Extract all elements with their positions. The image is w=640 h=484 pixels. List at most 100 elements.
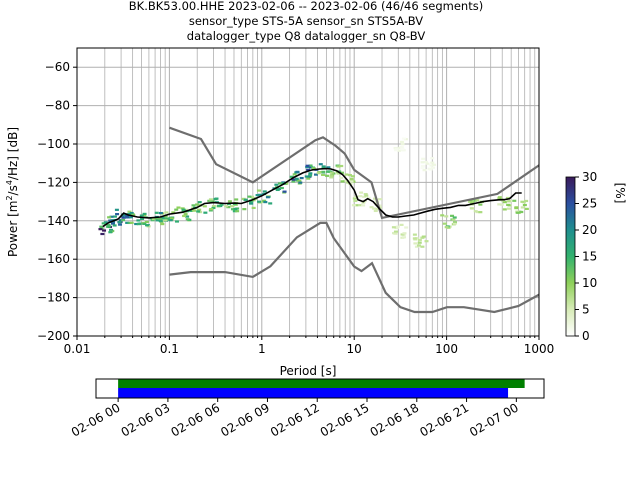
- density-cell: [393, 230, 398, 233]
- density-cell: [154, 211, 159, 214]
- coverage-tick-label: 02-06 18: [368, 400, 422, 439]
- density-cell: [329, 171, 334, 174]
- density-cell: [211, 205, 216, 208]
- density-cell: [197, 208, 202, 211]
- density-cell: [375, 207, 380, 210]
- density-cell: [366, 196, 371, 200]
- coverage-tick-label: 02-06 12: [268, 400, 322, 439]
- y-axis-ticks: −200 −180 −160 −140 −120 −100 −80 −60: [37, 60, 77, 343]
- density-cell: [160, 222, 165, 226]
- density-cell: [395, 225, 400, 228]
- density-cell: [423, 160, 428, 164]
- density-cell: [118, 223, 123, 226]
- density-cell: [306, 177, 311, 180]
- density-cell: [112, 224, 117, 227]
- density-cell: [420, 236, 425, 239]
- coverage-tick-label: 02-06 09: [218, 400, 272, 439]
- density-cell: [327, 170, 332, 173]
- density-cell: [340, 180, 345, 183]
- density-cell: [473, 210, 478, 213]
- density-cell: [203, 211, 208, 214]
- density-cell: [358, 195, 363, 198]
- density-cell: [306, 168, 311, 171]
- y-axis-label: Power [m2/s4/Hz] [dB]: [5, 127, 20, 257]
- density-cell: [469, 207, 474, 210]
- density-cell: [125, 221, 130, 224]
- density-cell: [349, 177, 354, 181]
- density-cell: [329, 176, 334, 179]
- density-cell: [249, 200, 254, 203]
- density-cell: [430, 161, 435, 164]
- density-cell: [232, 210, 237, 213]
- density-cell: [196, 210, 201, 213]
- density-cell: [354, 204, 359, 207]
- colorbar-tick-label: 0: [582, 329, 590, 343]
- density-cell: [249, 202, 254, 205]
- density-cell: [121, 216, 126, 219]
- title-line-2: sensor_type STS-5A sensor_sn STS5A-BV: [189, 14, 423, 28]
- y-tick-label: −80: [45, 99, 70, 113]
- colorbar-tick-label: 5: [582, 303, 590, 317]
- density-cell: [512, 199, 517, 202]
- density-cell: [142, 212, 147, 216]
- density-cell: [163, 215, 168, 218]
- density-cell: [163, 219, 168, 222]
- density-cell: [233, 207, 238, 211]
- density-cell: [325, 174, 330, 177]
- density-cell: [185, 218, 190, 221]
- density-cell: [127, 212, 132, 216]
- density-cell: [352, 197, 357, 200]
- density-cell: [127, 210, 132, 213]
- density-cell: [289, 175, 294, 178]
- density-cell: [161, 217, 166, 220]
- density-cell: [107, 216, 112, 219]
- density-cell: [308, 174, 313, 177]
- density-cell: [291, 180, 296, 183]
- density-cell: [514, 207, 519, 210]
- density-cell: [155, 219, 160, 222]
- density-cell: [208, 198, 213, 201]
- density-cell: [243, 198, 248, 201]
- density-cell: [140, 217, 145, 220]
- density-cell: [442, 222, 447, 225]
- density-cell: [262, 199, 267, 202]
- density-cell: [359, 191, 364, 194]
- density-cell: [208, 209, 213, 212]
- density-cell: [158, 217, 163, 220]
- density-cell: [164, 211, 169, 214]
- density-cell: [256, 189, 261, 192]
- density-cell: [275, 188, 280, 192]
- density-cell: [520, 206, 525, 209]
- density-cell: [412, 237, 417, 240]
- density-cell: [268, 202, 273, 205]
- density-cell: [358, 204, 363, 207]
- density-cell: [109, 215, 114, 218]
- density-cell: [131, 213, 136, 217]
- density-cell: [284, 182, 289, 185]
- density-cell: [298, 181, 303, 184]
- density-cell: [109, 228, 114, 232]
- density-cell: [226, 206, 231, 209]
- density-cell: [450, 214, 455, 217]
- density-cell: [207, 199, 212, 202]
- density-cell: [499, 203, 504, 206]
- density-cell: [326, 166, 331, 169]
- density-cell: [412, 233, 417, 236]
- density-cell: [402, 137, 407, 140]
- density-cell: [110, 222, 115, 225]
- density-cell: [402, 236, 407, 239]
- x-axis-ticks: 0.01 0.1 1 10 100 1000: [64, 336, 554, 356]
- density-cell: [219, 203, 224, 206]
- y-tick-label: −100: [37, 137, 70, 151]
- density-cell: [364, 194, 369, 197]
- density-cell: [373, 209, 378, 213]
- density-cell: [470, 201, 475, 204]
- density-cell: [502, 208, 507, 211]
- density-cell: [353, 199, 358, 203]
- density-cell: [378, 198, 383, 201]
- density-cell: [372, 207, 377, 210]
- density-cell: [329, 174, 334, 177]
- density-cell: [344, 173, 349, 176]
